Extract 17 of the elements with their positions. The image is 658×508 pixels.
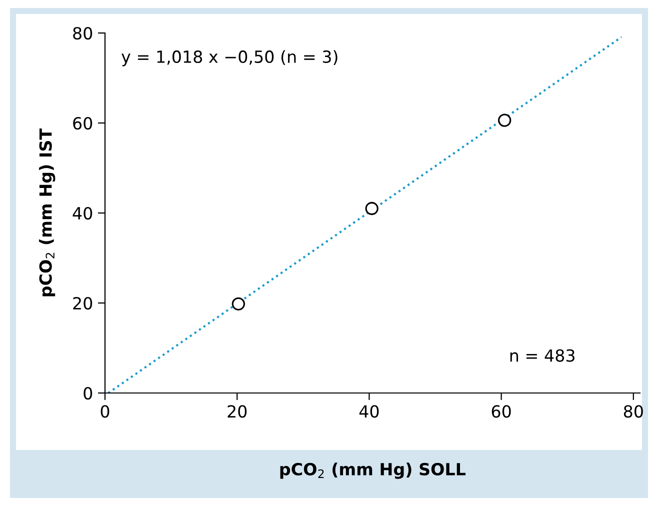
- point: [232, 297, 245, 310]
- point: [498, 114, 512, 127]
- y-tick-label: 80: [73, 26, 92, 40]
- y-tick-label: 0: [84, 386, 92, 400]
- x-axis-title: pCO$_{2}$ (mm Hg) SOLL: [280, 462, 466, 479]
- y-tick-label: 60: [73, 116, 92, 130]
- y-tick-label: 20: [73, 296, 92, 310]
- x-tick-label: 0: [100, 405, 110, 418]
- x-tick-label: 40: [359, 405, 379, 418]
- x-tick-label: 60: [492, 405, 511, 418]
- annotation: y = 1,018 x −0,50 (n = 3): [122, 50, 338, 66]
- y-axis-title: pCO$_{2}$ (mm Hg) IST: [38, 128, 56, 296]
- y-tick-label: 40: [72, 206, 92, 220]
- x-tick-label: 80: [624, 405, 643, 418]
- point: [365, 202, 378, 216]
- x-tick-label: 20: [228, 405, 247, 418]
- annotation: n = 483: [510, 349, 574, 362]
